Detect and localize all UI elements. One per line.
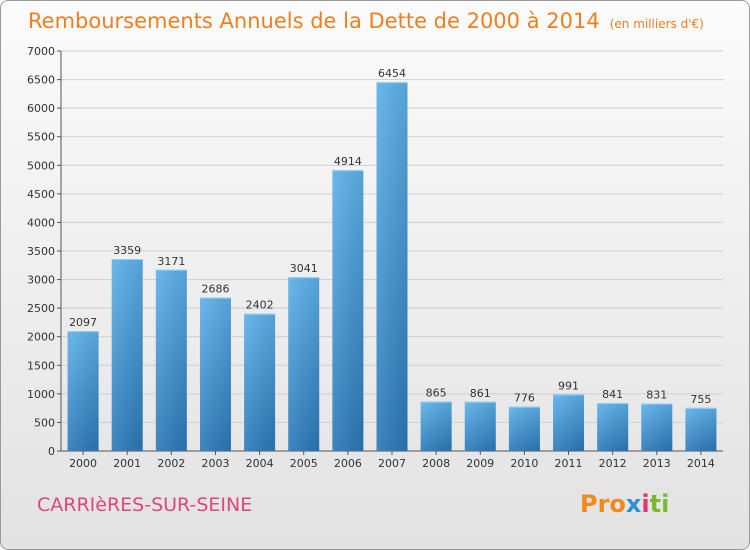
data-label-2003: 2686 <box>201 283 229 296</box>
x-tick-label-2009: 2009 <box>466 457 494 470</box>
bar-shine-2014 <box>685 407 717 451</box>
bar-shine-2012 <box>597 402 629 451</box>
y-tick-labels: 0 500 1000 1500 2000 2500 3000 3500 4000 4500 5000… <box>27 45 55 458</box>
x-tick-label-2007: 2007 <box>378 457 406 470</box>
y-tick-label: 7000 <box>27 45 55 58</box>
data-label-2007: 6454 <box>378 67 406 80</box>
commune-name: CARRIèRES-SUR-SEINE <box>37 494 253 516</box>
data-label-2008: 865 <box>426 387 447 400</box>
y-tick-label: 500 <box>34 416 55 429</box>
bar-shine-2002 <box>155 269 187 451</box>
x-tick-label-2002: 2002 <box>157 457 185 470</box>
x-tick-label-2003: 2003 <box>201 457 229 470</box>
bar-shine-2010 <box>508 406 540 451</box>
y-tick-label: 1500 <box>27 359 55 372</box>
logo-part-3: i <box>641 490 650 518</box>
x-tick-label-2005: 2005 <box>290 457 318 470</box>
y-tick-label: 6500 <box>27 74 55 87</box>
data-label-2001: 3359 <box>113 244 141 257</box>
bar-shine-2001 <box>111 259 143 451</box>
data-label-2004: 2402 <box>246 299 274 312</box>
y-tick-label: 3000 <box>27 274 55 287</box>
data-label-2005: 3041 <box>290 262 318 275</box>
bar-shine-2008 <box>420 401 452 451</box>
y-tick-label: 5500 <box>27 131 55 144</box>
x-tick-label-2001: 2001 <box>113 457 141 470</box>
y-tick-label: 5000 <box>27 159 55 172</box>
data-label-2013: 831 <box>646 389 667 402</box>
bar-shine-2000 <box>67 331 99 451</box>
chart-unit-note: (en milliers d'€) <box>609 17 704 31</box>
data-label-2006: 4914 <box>334 155 362 168</box>
y-tick-label: 4500 <box>27 188 55 201</box>
data-label-2009: 861 <box>470 387 491 400</box>
y-tick-label: 2000 <box>27 331 55 344</box>
bar-shine-2009 <box>464 401 496 451</box>
logo-part-1: Pro <box>580 490 626 518</box>
bar-shine-2005 <box>288 277 320 451</box>
data-labels: 2097 3359 3171 2686 2402 3041 4914 6454 865 861 77… <box>69 67 711 406</box>
y-tick-label: 1000 <box>27 388 55 401</box>
x-tick-label-2008: 2008 <box>422 457 450 470</box>
data-label-2010: 776 <box>514 392 535 405</box>
y-tick-label: 0 <box>48 445 55 458</box>
chart-title-text: Remboursements Annuels de la Dette de 20… <box>28 9 600 33</box>
data-label-2002: 3171 <box>157 255 185 268</box>
x-tick-label-2012: 2012 <box>599 457 627 470</box>
logo-part-2: x <box>625 490 642 518</box>
bar-shine-2003 <box>199 297 231 451</box>
y-tick-label: 3500 <box>27 245 55 258</box>
y-tick-label: 6000 <box>27 102 55 115</box>
x-tick-label-2014: 2014 <box>687 457 715 470</box>
bar-shine-2006 <box>332 170 364 451</box>
y-tick-label: 4000 <box>27 216 55 229</box>
proxiti-logo: Proxiti <box>580 490 669 518</box>
chart-title: Remboursements Annuels de la Dette de 20… <box>28 9 704 33</box>
logo-part-4: ti <box>649 490 670 518</box>
x-tick-labels: 2000 2001 2002 2003 2004 2005 2006 2007 2008 2009… <box>69 457 715 470</box>
x-tick-label-2011: 2011 <box>555 457 583 470</box>
data-label-2014: 755 <box>690 393 711 406</box>
x-tick-label-2013: 2013 <box>643 457 671 470</box>
bar-shine-2011 <box>553 394 585 451</box>
data-label-2012: 841 <box>602 388 623 401</box>
bar-shine-2004 <box>244 313 276 451</box>
bar-shine-2007 <box>376 82 408 451</box>
bars <box>67 82 717 451</box>
x-tick-label-2010: 2010 <box>510 457 538 470</box>
x-tick-label-2006: 2006 <box>334 457 362 470</box>
data-label-2011: 991 <box>558 379 579 392</box>
x-tick-label-2000: 2000 <box>69 457 97 470</box>
y-tick-label: 2500 <box>27 302 55 315</box>
data-label-2000: 2097 <box>69 316 97 329</box>
x-tick-label-2004: 2004 <box>246 457 274 470</box>
bar-shine-2013 <box>641 403 673 451</box>
